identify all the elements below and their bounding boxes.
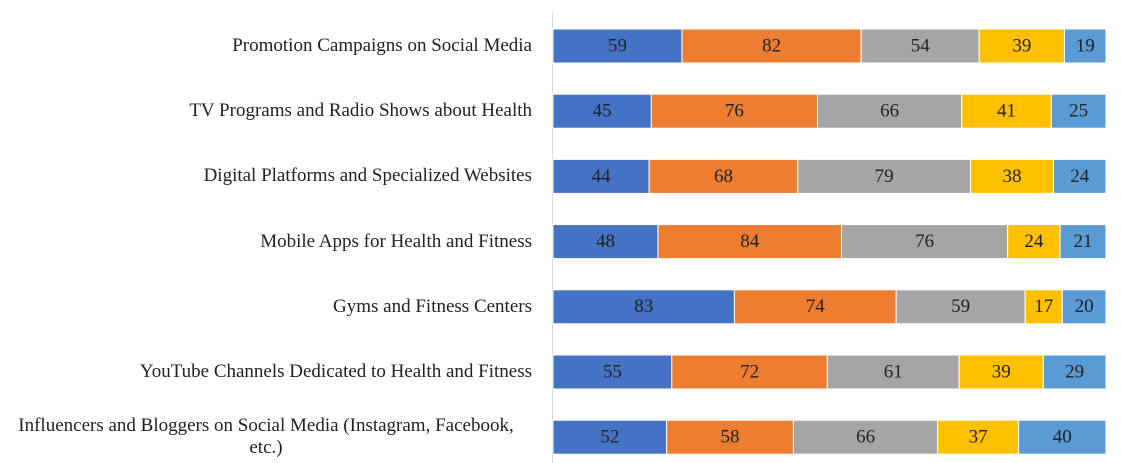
category-label: Promotion Campaigns on Social Media [0, 35, 532, 57]
data-label: 76 [915, 231, 934, 252]
category-text: Influencers and Bloggers on Social Media… [18, 415, 514, 459]
category-text: Digital Platforms and Specialized Websit… [203, 165, 532, 187]
bar-segment [648, 158, 799, 194]
data-label: 66 [880, 101, 899, 122]
data-label: 68 [714, 166, 733, 187]
bar-segment [826, 354, 960, 390]
bar-segment [681, 28, 862, 64]
data-label: 82 [762, 35, 781, 56]
data-label: 29 [1065, 361, 1084, 382]
data-label: 19 [1076, 35, 1095, 56]
data-label: 37 [969, 427, 988, 448]
data-label: 21 [1074, 231, 1093, 252]
data-label: 38 [1003, 166, 1022, 187]
data-label: 61 [884, 361, 903, 382]
data-label: 41 [997, 101, 1016, 122]
category-label: Gyms and Fitness Centers [0, 296, 532, 318]
bar-segment [961, 93, 1052, 129]
category-label: YouTube Channels Dedicated to Health and… [0, 361, 532, 383]
category-label: Mobile Apps for Health and Fitness [0, 231, 532, 253]
data-label: 76 [725, 101, 744, 122]
category-text: TV Programs and Radio Shows about Health [189, 100, 532, 122]
bar-segment [552, 289, 735, 325]
bar-segment [1007, 224, 1061, 260]
data-label: 25 [1069, 101, 1088, 122]
category-label: Influencers and Bloggers on Social Media… [0, 415, 532, 459]
bar-segment [1018, 419, 1107, 455]
data-label: 59 [608, 35, 627, 56]
bar-segment [816, 93, 963, 129]
data-label: 58 [721, 427, 740, 448]
data-label: 24 [1024, 231, 1044, 252]
data-label: 55 [603, 361, 622, 382]
bar-segment [797, 158, 971, 194]
data-label: 83 [634, 296, 653, 317]
data-label: 45 [593, 101, 612, 122]
category-text: Mobile Apps for Health and Fitness [260, 230, 532, 252]
bar-segment [552, 158, 650, 194]
data-label: 17 [1034, 296, 1053, 317]
data-label: 84 [740, 231, 760, 252]
data-label: 59 [951, 296, 970, 317]
bar-segment [552, 354, 673, 390]
data-label: 48 [596, 231, 615, 252]
data-label: 24 [1070, 166, 1090, 187]
bar-segment [1061, 289, 1107, 325]
data-label: 20 [1075, 296, 1094, 317]
category-label: TV Programs and Radio Shows about Health [0, 100, 532, 122]
data-label: 44 [592, 166, 612, 187]
bar-segment [552, 224, 659, 260]
data-label: 54 [911, 35, 931, 56]
bar-segment [1063, 28, 1107, 64]
category-text: Promotion Campaigns on Social Media [232, 35, 532, 56]
bar-segment [841, 224, 1009, 260]
bar-segment [666, 419, 794, 455]
bar-segment [1059, 224, 1107, 260]
data-label: 74 [806, 296, 826, 317]
data-label: 40 [1053, 427, 1072, 448]
bar-segment [792, 419, 939, 455]
category-text: YouTube Channels Dedicated to Health and… [139, 361, 532, 382]
data-label: 66 [856, 427, 875, 448]
category-label: Digital Platforms and Specialized Websit… [0, 165, 532, 187]
data-label: 72 [740, 361, 759, 382]
category-text: Gyms and Fitness Centers [333, 295, 532, 317]
bar-segment [895, 289, 1026, 325]
data-label: 39 [1012, 35, 1031, 56]
bar-segment [1050, 93, 1107, 129]
bar-segment [958, 354, 1044, 390]
bar-segment [650, 93, 818, 129]
bar-segment [671, 354, 828, 390]
bar-segment [552, 93, 652, 129]
bar-segment [978, 28, 1065, 64]
data-label: 39 [992, 361, 1011, 382]
data-label: 79 [875, 166, 894, 187]
bar-segment [1042, 354, 1107, 390]
bar-segment [969, 158, 1055, 194]
bar-segment [733, 289, 897, 325]
bar-segment [552, 419, 668, 455]
data-label: 52 [600, 427, 619, 448]
bar-segment [1053, 158, 1107, 194]
